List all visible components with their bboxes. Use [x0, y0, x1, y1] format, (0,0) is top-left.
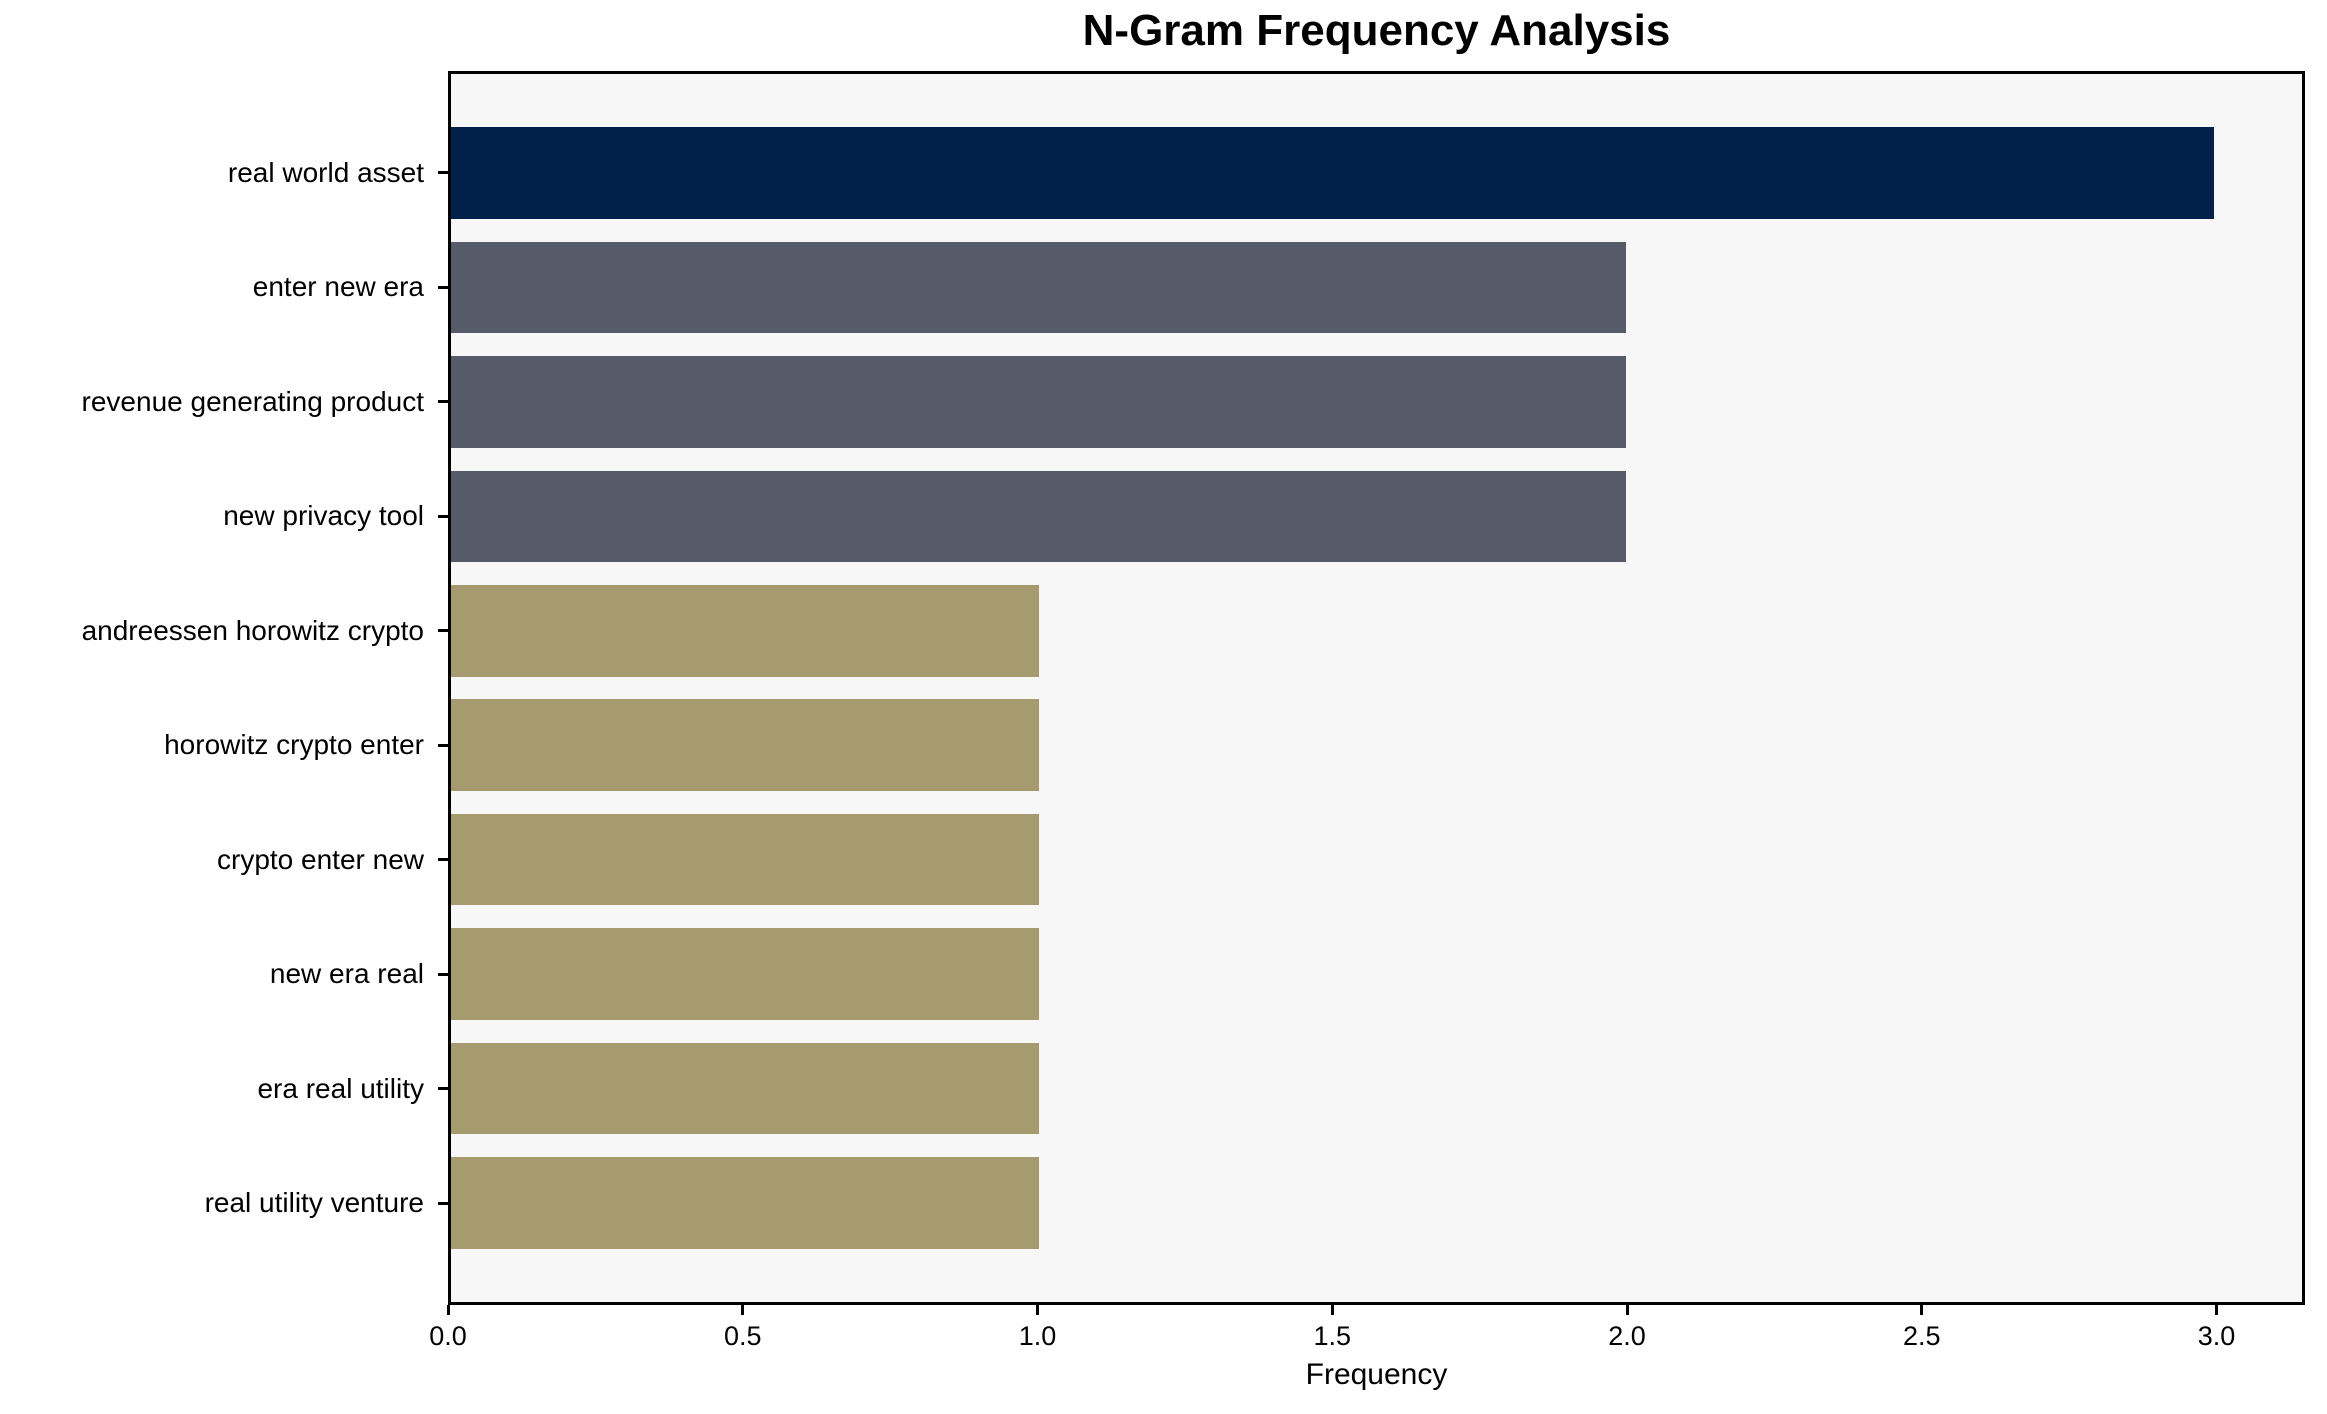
- y-tick-mark: [438, 285, 448, 289]
- y-tick-mark: [438, 400, 448, 404]
- y-tick-mark: [438, 171, 448, 175]
- bar-crypto-enter-new: [451, 813, 1039, 906]
- x-tick-label-2.0: 2.0: [1608, 1321, 1646, 1351]
- bar-andreessen-horowitz-crypto: [451, 584, 1039, 677]
- y-label-new-era-real: new era real: [269, 958, 424, 990]
- bar-new-era-real: [451, 928, 1039, 1020]
- x-tick-mark: [1625, 1305, 1629, 1315]
- x-tick-mark: [446, 1305, 450, 1315]
- x-tick-label-1.0: 1.0: [1018, 1321, 1057, 1351]
- x-tick-mark: [741, 1305, 745, 1315]
- y-label-horowitz-crypto-enter: horowitz crypto enter: [164, 729, 424, 761]
- bar-real-utility-venture: [451, 1157, 1039, 1249]
- bar-horowitz-crypto-enter: [451, 699, 1039, 791]
- y-label-enter-new-era: enter new era: [252, 271, 424, 303]
- bar-new-privacy-tool: [451, 470, 1627, 563]
- x-axis-title: Frequency: [1305, 1358, 1448, 1391]
- chart-title: N-Gram Frequency Analysis: [1082, 6, 1671, 55]
- bar-era-real-utility: [451, 1042, 1039, 1135]
- y-tick-mark: [438, 629, 448, 633]
- plot-area: [448, 71, 2305, 1305]
- y-label-andreessen-horowitz-crypto: andreessen horowitz crypto: [81, 614, 424, 646]
- y-tick-mark: [438, 514, 448, 518]
- bar-enter-new-era: [451, 241, 1627, 334]
- x-tick-label-0.0: 0.0: [429, 1321, 467, 1351]
- y-tick-mark: [438, 1087, 448, 1091]
- y-tick-mark: [438, 743, 448, 747]
- x-tick-label-0.5: 0.5: [723, 1321, 762, 1351]
- y-label-era-real-utility: era real utility: [257, 1072, 424, 1104]
- y-axis-labels: real world asset enter new era revenue gen…: [0, 71, 424, 1305]
- y-tick-mark: [438, 858, 448, 862]
- y-tick-mark: [438, 972, 448, 976]
- bar-real-world-asset: [451, 127, 2214, 219]
- y-label-revenue-generating-product: revenue generating product: [81, 385, 424, 417]
- x-tick-label-1.5: 1.5: [1313, 1321, 1352, 1351]
- x-tick-mark: [2215, 1305, 2219, 1315]
- x-tick-mark: [1920, 1305, 1924, 1315]
- y-label-crypto-enter-new: crypto enter new: [217, 843, 424, 875]
- x-tick-mark: [1330, 1305, 1334, 1315]
- y-label-real-world-asset: real world asset: [227, 156, 424, 188]
- x-tick-label-3.0: 3.0: [2197, 1321, 2236, 1351]
- y-label-new-privacy-tool: new privacy tool: [223, 500, 424, 532]
- y-label-real-utility-venture: real utility venture: [204, 1187, 424, 1219]
- y-tick-mark: [438, 1201, 448, 1205]
- bars-layer: [451, 74, 2302, 1302]
- x-tick-label-2.5: 2.5: [1903, 1321, 1941, 1351]
- x-tick-mark: [1036, 1305, 1040, 1315]
- bar-revenue-generating-product: [451, 356, 1627, 448]
